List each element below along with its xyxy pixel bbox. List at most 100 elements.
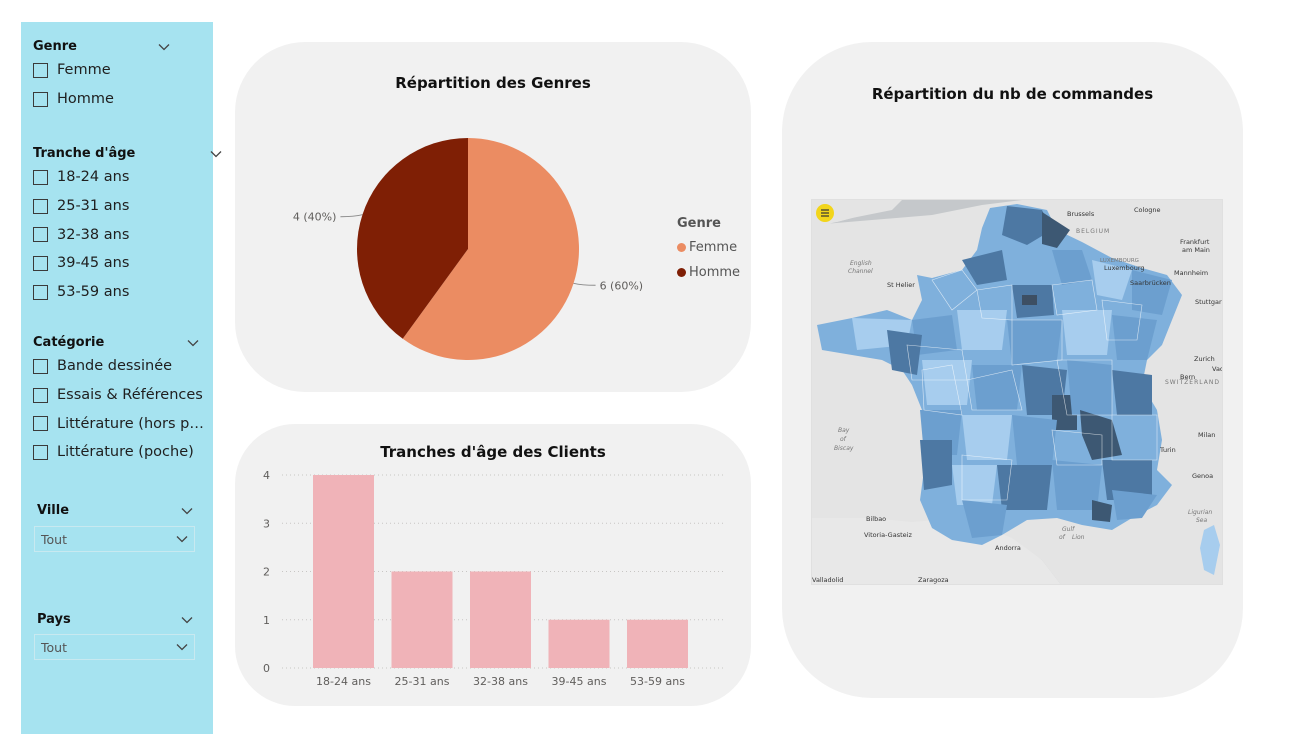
chevron-down-icon[interactable] [180,613,194,627]
map-label-frankfurt-2: am Main [1182,246,1210,254]
option-label: 18-24 ans [57,169,130,186]
checkbox[interactable] [33,444,48,460]
ville-dropdown[interactable]: Tout [34,526,195,552]
map-label-valladolid: Valladolid [812,576,843,584]
map-label-bay: Bay [838,427,850,434]
checkbox[interactable] [33,169,48,185]
pie-legend: Genre Femme Homme [677,216,740,285]
bar-25-31 ans[interactable] [391,571,453,669]
checkbox[interactable] [33,284,48,300]
checkbox[interactable] [33,416,48,432]
map-title: Répartition du nb de commandes [871,85,1154,103]
checkbox[interactable] [33,255,48,271]
slicer-option-53-59[interactable]: 53-59 ans [33,278,205,307]
bar-39-45 ans[interactable] [548,619,610,668]
map-label-vaduz: Vadu [1212,365,1223,373]
slicer-genre-title: Genre [33,39,77,54]
map-label-biscay: Biscay [834,445,854,452]
x-tick-label: 32-38 ans [473,675,528,688]
genre-pie-chart: 6 (60%) 4 (40%) [293,138,644,360]
bar-53-59 ans[interactable] [627,619,688,668]
map-label-st-helier: St Helier [887,281,915,289]
pie-slice-femme[interactable] [402,138,579,360]
pie-slice-homme[interactable] [357,138,468,339]
map-label-lion: Lion [1072,534,1085,541]
legend-title: Genre [677,216,721,231]
legend-item-femme[interactable]: Femme [677,235,740,260]
x-tick-label: 39-45 ans [552,675,607,688]
filter-sidebar: Genre Femme Homme Tranche d'âge 18-24 an… [21,22,222,734]
pays-dropdown-value: Tout [41,639,67,655]
map-label-frankfurt: Frankfurt [1180,238,1210,246]
map-label-switzerland: SWITZERLAND [1165,379,1220,386]
map-label-vitoria: Vitoria-Gasteiz [864,531,912,539]
pie-leader-line [340,214,363,218]
chevron-down-icon [176,536,188,543]
bar-32-38 ans[interactable] [470,571,531,669]
choropleth-map[interactable]: Brussels Cologne BELGIUM Frankfurt am Ma… [811,199,1223,585]
checkbox[interactable] [33,62,48,78]
map-label-saarbrucken: Saarbrücken [1130,279,1171,287]
option-label: Bande dessinée [57,358,173,375]
slicer-option-bande-dessinee[interactable]: Bande dessinée [33,352,205,381]
map-label-belgium: BELGIUM [1076,228,1110,235]
map-menu-button[interactable] [816,204,834,222]
legend-label: Femme [689,240,738,255]
france-map: Brussels Cologne BELGIUM Frankfurt am Ma… [812,200,1223,584]
pays-dropdown[interactable]: Tout [34,634,195,660]
checkbox[interactable] [33,358,48,374]
map-label-andorra: Andorra [995,544,1021,552]
map-label-mannheim: Mannheim [1174,269,1208,277]
slicer-option-essais[interactable]: Essais & Références [33,381,205,410]
checkbox[interactable] [33,227,48,243]
slicer-option-18-24[interactable]: 18-24 ans [33,163,205,192]
bar-18-24 ans[interactable] [313,475,374,668]
x-tick-label: 18-24 ans [316,675,371,688]
checkbox[interactable] [33,387,48,403]
map-label-zurich: Zurich [1194,355,1215,363]
map-label-of: of [840,436,847,443]
slicer-categorie: Catégorie Bande dessinée Essais & Référe… [33,334,205,467]
slicer-tranche-age: Tranche d'âge 18-24 ans 25-31 ans 32-38 … [33,145,222,307]
checkbox[interactable] [33,198,48,214]
slicer-pays-title: Pays [37,612,71,627]
slicer-option-litterature-hors-poche[interactable]: Littérature (hors po... [33,409,205,438]
slicer-option-homme[interactable]: Homme [33,85,205,114]
map-label-cologne: Cologne [1134,206,1161,214]
option-label: Littérature (hors po... [57,415,205,432]
slicer-option-femme[interactable]: Femme [33,56,205,85]
map-label-brussels: Brussels [1067,210,1095,218]
chevron-down-icon[interactable] [157,40,171,54]
y-tick-label: 4 [263,469,270,482]
y-tick-label: 0 [263,662,270,675]
y-tick-label: 3 [263,517,270,530]
legend-swatch [677,268,686,277]
option-label: 39-45 ans [57,255,130,272]
slicer-pays: Pays [37,611,205,629]
map-label-luxembourg-country: LUXEMBOURG [1100,258,1139,264]
slicer-option-litterature-poche[interactable]: Littérature (poche) [33,438,205,467]
slicer-option-39-45[interactable]: 39-45 ans [33,249,205,278]
slicer-tranche-title: Tranche d'âge [33,146,136,161]
checkbox[interactable] [33,91,48,107]
pie-chart-title: Répartition des Genres [395,74,591,92]
slicer-ville: Ville [37,502,205,520]
slicer-ville-title: Ville [37,503,70,518]
slicer-option-25-31[interactable]: 25-31 ans [33,192,205,221]
slicer-option-32-38[interactable]: 32-38 ans [33,220,205,249]
x-tick-label: 25-31 ans [395,675,450,688]
slicer-categorie-title: Catégorie [33,335,105,350]
y-tick-label: 2 [263,566,270,579]
map-label-stuttgart: Stuttgart [1195,298,1223,306]
legend-item-homme[interactable]: Homme [677,260,740,285]
map-label-sea: Sea [1196,517,1208,524]
chevron-down-icon[interactable] [209,147,223,161]
pie-leader-line [573,282,596,286]
chevron-down-icon[interactable] [180,504,194,518]
ville-dropdown-value: Tout [41,531,67,547]
chevron-down-icon[interactable] [186,336,200,350]
map-label-luxembourg: Luxembourg [1104,264,1145,272]
x-tick-label: 53-59 ans [630,675,685,688]
pie-data-label: 6 (60%) [600,279,644,292]
map-label-bern: Bern [1180,373,1195,381]
